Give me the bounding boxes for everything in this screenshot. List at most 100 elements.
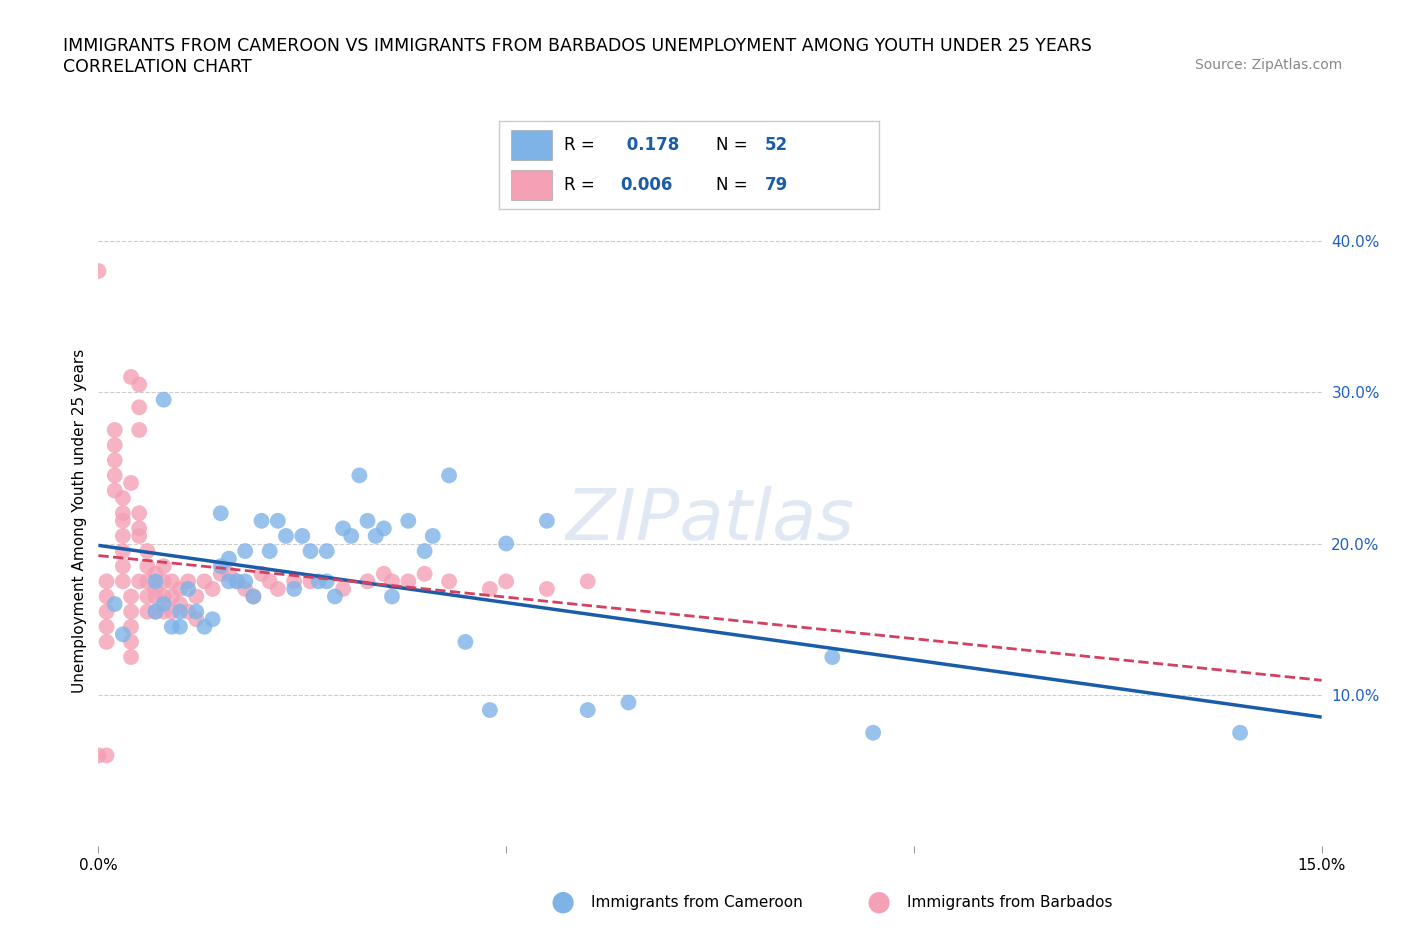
Point [111,559,134,574]
Point [128,506,150,521]
Point [291,528,314,543]
Point [120,589,142,604]
Point [111,528,134,543]
Text: IMMIGRANTS FROM CAMEROON VS IMMIGRANTS FROM BARBADOS UNEMPLOYMENT AMONG YOUTH UN: IMMIGRANTS FROM CAMEROON VS IMMIGRANTS F… [63,37,1092,55]
Point [120,475,142,490]
Point [128,377,150,392]
Point [323,589,346,604]
Point [177,604,200,619]
Point [454,634,477,649]
Point [186,589,208,604]
Point [233,581,256,596]
Point [111,506,134,521]
Point [128,400,150,415]
Point [332,581,354,596]
Point [104,468,127,483]
Point [193,574,215,589]
Text: ZIPatlas: ZIPatlas [565,486,855,555]
Point [218,574,240,589]
Point [437,574,460,589]
Point [87,263,110,278]
Point [136,604,159,619]
Point [136,589,159,604]
Point [111,513,134,528]
Point [128,574,150,589]
Point [259,544,281,559]
Point [250,513,273,528]
Text: R =: R = [564,177,595,194]
Text: 52: 52 [765,136,787,153]
Point [209,566,232,581]
Point [250,566,273,581]
Text: N =: N = [716,136,747,153]
Point [111,627,134,642]
Point [104,453,127,468]
Point [111,544,134,559]
Point [536,581,558,596]
Point [1229,725,1251,740]
Point [209,506,232,521]
Point [128,422,150,437]
Point [87,748,110,763]
Point [299,544,322,559]
Point [152,559,174,574]
Point [396,513,419,528]
Point [128,528,150,543]
Point [136,559,159,574]
Point [209,559,232,574]
Point [356,574,378,589]
Text: CORRELATION CHART: CORRELATION CHART [63,58,252,75]
Point [233,574,256,589]
Point [186,604,208,619]
Point [495,536,517,551]
Point [169,619,191,634]
Point [145,574,167,589]
Point [120,650,142,665]
Point [315,544,337,559]
Point [332,521,354,536]
Point [145,566,167,581]
Point [120,619,142,634]
Point [437,468,460,483]
Point [821,650,844,665]
Point [283,574,305,589]
Point [495,574,517,589]
Point [96,604,118,619]
Point [104,438,127,453]
Point [267,581,290,596]
Point [145,581,167,596]
FancyBboxPatch shape [510,170,553,201]
Point [160,589,183,604]
Point [169,604,191,619]
Point [96,748,118,763]
Point [381,589,404,604]
Text: Source: ZipAtlas.com: Source: ZipAtlas.com [1195,58,1343,72]
Point [413,544,436,559]
Point [169,597,191,612]
Point [177,574,200,589]
Point [381,574,404,589]
Point [226,574,249,589]
Point [145,604,167,619]
Text: 0.006: 0.006 [620,177,673,194]
Point [186,612,208,627]
Point [218,551,240,566]
Point [259,574,281,589]
Point [152,574,174,589]
Point [349,468,371,483]
Point [111,491,134,506]
Point [315,574,337,589]
Point [218,566,240,581]
Text: Immigrants from Barbados: Immigrants from Barbados [907,895,1112,910]
Point [145,604,167,619]
Point [120,634,142,649]
Point [396,574,419,589]
Point [120,369,142,384]
Point [478,702,501,717]
FancyBboxPatch shape [510,130,553,160]
Point [152,604,174,619]
Point [96,589,118,604]
Point [862,725,884,740]
Point [160,574,183,589]
Point [340,528,363,543]
